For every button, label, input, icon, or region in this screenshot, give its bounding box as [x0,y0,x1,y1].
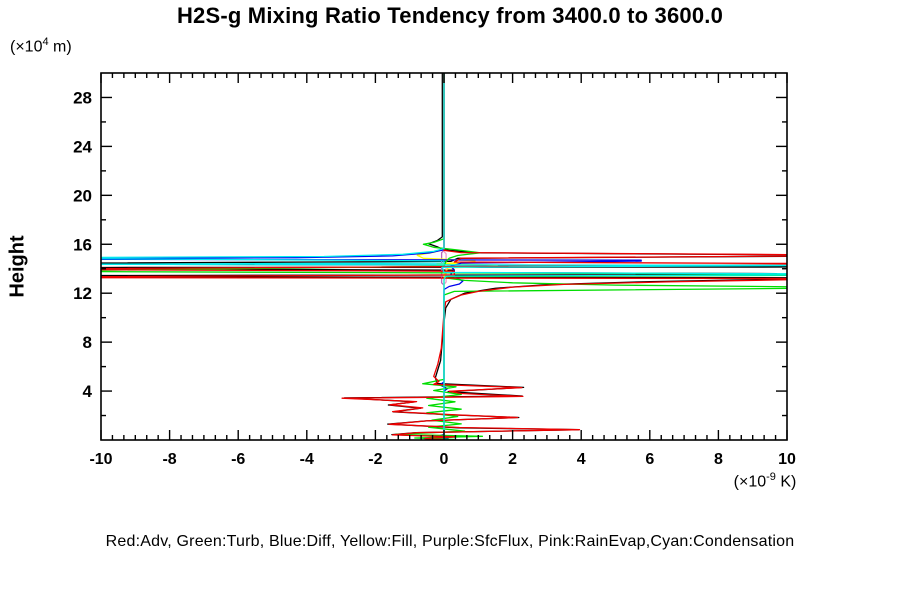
svg-text:6: 6 [645,451,654,468]
svg-text:0: 0 [440,451,449,468]
svg-text:4: 4 [83,382,93,401]
x-axis-unit: (×10-9 K) [733,471,797,491]
axis-ticks [100,73,788,440]
svg-text:12: 12 [73,284,92,303]
legend-caption: Red:Adv, Green:Turb, Blue:Diff, Yellow:F… [105,533,795,550]
y-tick-labels: 4 8 12 16 20 24 28 [73,88,92,401]
svg-text:16: 16 [73,235,92,254]
svg-text:-6: -6 [231,451,245,468]
svg-text:-10: -10 [89,451,112,468]
svg-text:24: 24 [73,137,92,156]
svg-text:8: 8 [83,333,92,352]
svg-text:10: 10 [778,451,796,468]
svg-text:-2: -2 [368,451,382,468]
series-diff [101,73,642,440]
x-tick-labels: -10 -8 -6 -4 -2 0 2 4 6 8 10 [89,451,796,468]
svg-text:4: 4 [577,451,586,468]
svg-text:-4: -4 [300,451,314,468]
chart-title: H2S-g Mixing Ratio Tendency from 3400.0 … [176,3,724,28]
y-axis-unit: (×104 m) [10,36,72,56]
svg-text:8: 8 [714,451,723,468]
series-condensation [101,73,787,440]
series-group [101,73,787,440]
svg-text:28: 28 [73,88,92,107]
svg-text:20: 20 [73,186,92,205]
svg-text:-8: -8 [162,451,176,468]
svg-text:2: 2 [508,451,517,468]
